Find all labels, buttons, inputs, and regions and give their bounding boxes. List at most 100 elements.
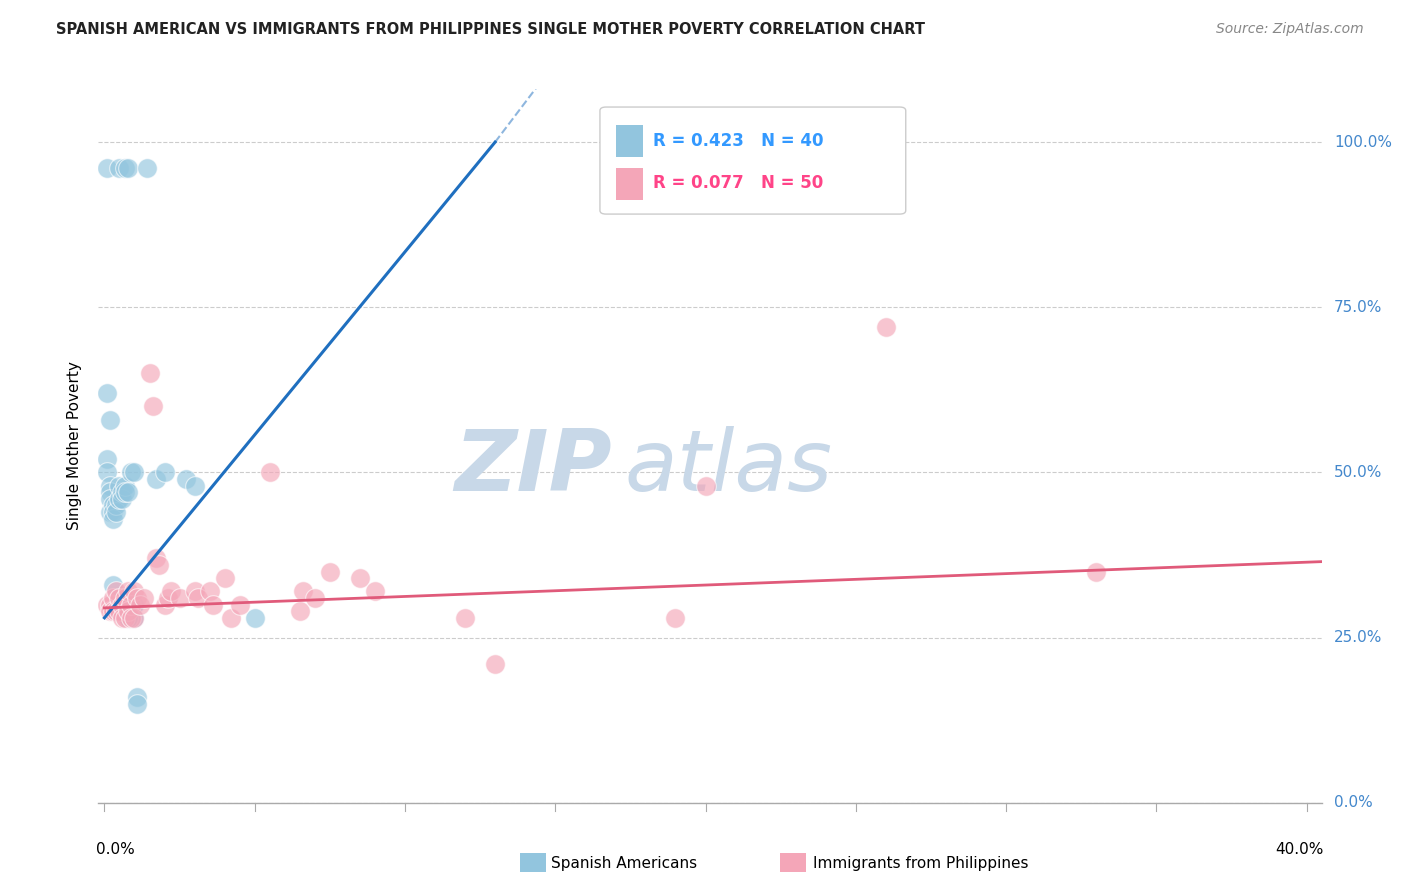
- Point: [121, 598, 143, 612]
- Text: R = 0.423   N = 40: R = 0.423 N = 40: [652, 132, 823, 150]
- Point: [214, 571, 236, 585]
- Text: Immigrants from Philippines: Immigrants from Philippines: [813, 856, 1028, 871]
- Point: [105, 604, 128, 618]
- Point: [349, 571, 371, 585]
- Point: [117, 485, 139, 500]
- Point: [664, 611, 686, 625]
- Point: [121, 466, 143, 480]
- Point: [159, 584, 181, 599]
- Text: R = 0.077   N = 50: R = 0.077 N = 50: [652, 175, 823, 193]
- Point: [114, 161, 136, 176]
- Point: [103, 578, 125, 592]
- Point: [124, 611, 146, 625]
- Point: [304, 591, 326, 605]
- Point: [201, 598, 224, 612]
- FancyBboxPatch shape: [600, 107, 905, 214]
- Point: [291, 584, 314, 599]
- Point: [484, 657, 506, 671]
- Point: [153, 598, 176, 612]
- Point: [105, 505, 128, 519]
- Point: [156, 591, 179, 605]
- Point: [103, 511, 125, 525]
- Point: [100, 412, 122, 426]
- Point: [124, 584, 146, 599]
- Point: [259, 466, 281, 480]
- Point: [103, 505, 125, 519]
- Point: [111, 604, 134, 618]
- Point: [153, 466, 176, 480]
- Point: [183, 478, 205, 492]
- Point: [96, 452, 118, 467]
- Point: [108, 478, 131, 492]
- Text: 40.0%: 40.0%: [1275, 842, 1324, 857]
- Text: 100.0%: 100.0%: [1334, 135, 1392, 150]
- Text: SPANISH AMERICAN VS IMMIGRANTS FROM PHILIPPINES SINGLE MOTHER POVERTY CORRELATIO: SPANISH AMERICAN VS IMMIGRANTS FROM PHIL…: [56, 22, 925, 37]
- Point: [111, 485, 134, 500]
- Point: [105, 499, 128, 513]
- Point: [127, 697, 149, 711]
- Point: [111, 491, 134, 506]
- Text: 0.0%: 0.0%: [1334, 796, 1372, 810]
- Point: [117, 584, 139, 599]
- Point: [124, 466, 146, 480]
- Text: Source: ZipAtlas.com: Source: ZipAtlas.com: [1216, 22, 1364, 37]
- Point: [187, 591, 209, 605]
- Point: [111, 598, 134, 612]
- Point: [103, 604, 125, 618]
- Text: Spanish Americans: Spanish Americans: [551, 856, 697, 871]
- Point: [96, 466, 118, 480]
- Point: [145, 472, 167, 486]
- FancyBboxPatch shape: [616, 168, 643, 200]
- Point: [454, 611, 477, 625]
- Text: 50.0%: 50.0%: [1334, 465, 1382, 480]
- Point: [100, 604, 122, 618]
- Y-axis label: Single Mother Poverty: Single Mother Poverty: [67, 361, 83, 531]
- FancyBboxPatch shape: [616, 125, 643, 157]
- Point: [141, 400, 163, 414]
- Point: [105, 604, 128, 618]
- Point: [117, 611, 139, 625]
- Point: [135, 161, 157, 176]
- Point: [117, 161, 139, 176]
- Point: [319, 565, 342, 579]
- Point: [117, 604, 139, 618]
- Point: [288, 604, 311, 618]
- Point: [96, 386, 118, 401]
- Point: [875, 320, 897, 334]
- Point: [103, 591, 125, 605]
- Point: [114, 611, 136, 625]
- Point: [169, 591, 191, 605]
- Point: [114, 478, 136, 492]
- Point: [174, 472, 197, 486]
- Point: [96, 161, 118, 176]
- Point: [100, 505, 122, 519]
- Point: [100, 478, 122, 492]
- Point: [148, 558, 170, 572]
- Point: [114, 591, 136, 605]
- Point: [198, 584, 221, 599]
- Point: [1085, 565, 1108, 579]
- Point: [108, 604, 131, 618]
- Text: 75.0%: 75.0%: [1334, 300, 1382, 315]
- Point: [228, 598, 250, 612]
- Point: [100, 491, 122, 506]
- Point: [108, 591, 131, 605]
- Point: [127, 591, 149, 605]
- Point: [129, 598, 152, 612]
- Point: [121, 611, 143, 625]
- Point: [127, 690, 149, 704]
- Point: [100, 485, 122, 500]
- Text: 25.0%: 25.0%: [1334, 630, 1382, 645]
- Point: [183, 584, 205, 599]
- Point: [111, 611, 134, 625]
- Point: [145, 551, 167, 566]
- Text: ZIP: ZIP: [454, 425, 612, 509]
- Point: [124, 611, 146, 625]
- Point: [114, 485, 136, 500]
- Point: [132, 591, 155, 605]
- Point: [96, 598, 118, 612]
- Point: [103, 499, 125, 513]
- Point: [108, 161, 131, 176]
- Point: [105, 584, 128, 599]
- Point: [138, 367, 160, 381]
